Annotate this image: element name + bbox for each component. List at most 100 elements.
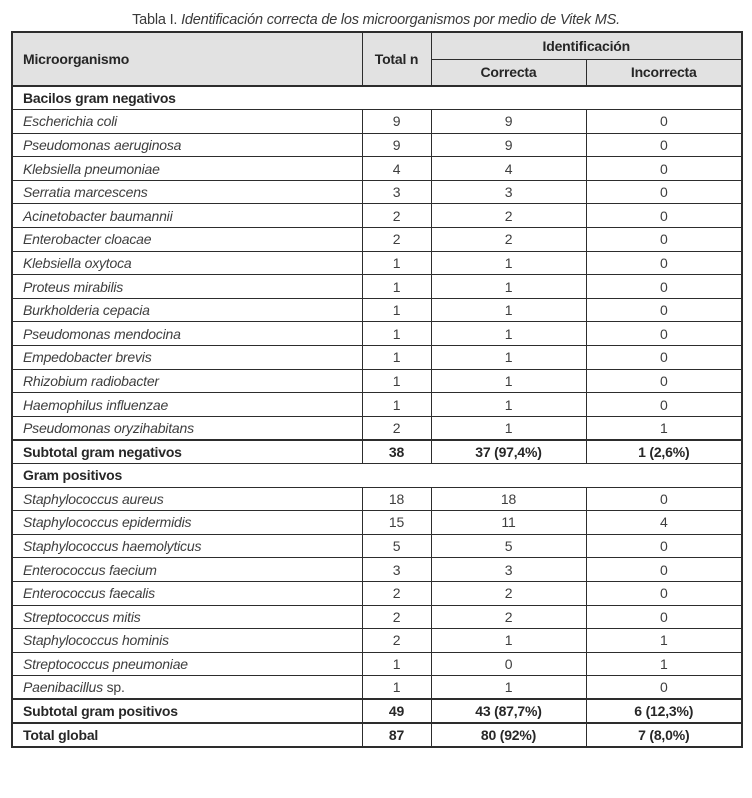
microorganism-name: Staphylococcus epidermidis (11, 510, 363, 535)
table-row: Staphylococcus aureus 18 18 0 (11, 486, 743, 512)
cell-incorrecta: 4 (585, 510, 743, 535)
cell-incorrecta: 0 (585, 486, 743, 512)
section-row: Bacilos gram negativos (11, 85, 743, 111)
table-row: Escherichia coli 9 9 0 (11, 109, 743, 134)
cell-incorrecta: 0 (585, 345, 743, 370)
microorganism-name-text: Acinetobacter baumannii (23, 207, 173, 224)
table-row: Total global 87 80 (92%) 7 (8,0%) (11, 722, 743, 748)
header-row-top: Microorganismo Total n Identificación (11, 31, 743, 87)
cell-total-n: 5 (361, 533, 432, 559)
microorganism-name-text: Staphylococcus epidermidis (23, 514, 192, 531)
cell-incorrecta: 0 (585, 274, 743, 299)
cell-incorrecta: 0 (585, 392, 743, 417)
table-row: Empedobacter brevis 1 1 0 (11, 345, 743, 370)
microorganism-name: Paenibacillus sp. (11, 675, 363, 700)
cell-total-n: 38 (361, 438, 432, 464)
cell-total-n: 1 (361, 297, 432, 323)
microorganism-name-text: Staphylococcus hominis (23, 632, 169, 649)
microorganism-name: Pseudomonas oryzihabitans (11, 415, 363, 441)
microorganism-name-text: Streptococcus mitis (23, 608, 141, 625)
microorganism-name-text: Streptococcus pneumoniae (23, 656, 188, 673)
table-caption: Tabla I. Identificación correcta de los … (0, 0, 752, 31)
cell-total-n: 2 (361, 203, 432, 229)
cell-correcta: 1 (430, 675, 587, 700)
table-row: Enterococcus faecalis 2 2 0 (11, 580, 743, 606)
section-label: Bacilos gram negativos (11, 85, 743, 111)
cell-incorrecta: 0 (585, 675, 743, 700)
cell-correcta: 2 (430, 203, 587, 229)
cell-total-n: 3 (361, 179, 432, 205)
cell-total-n: 1 (361, 321, 432, 347)
microorganism-name-text: Enterococcus faecium (23, 561, 157, 578)
microorganism-name-text: Empedobacter brevis (23, 349, 152, 366)
microorganism-name: Klebsiella oxytoca (11, 250, 363, 276)
microorganism-name: Proteus mirabilis (11, 274, 363, 299)
microorganism-name-text: Serratia marcescens (23, 184, 148, 201)
microorganism-name-text: Haemophilus influenzae (23, 396, 169, 413)
microorganism-name: Escherichia coli (11, 109, 363, 134)
microorganism-name-text: Staphylococcus aureus (23, 490, 164, 507)
cell-incorrecta: 0 (585, 179, 743, 205)
cell-total-n: 2 (361, 415, 432, 441)
cell-incorrecta: 0 (585, 109, 743, 134)
cell-incorrecta: 0 (585, 368, 743, 394)
microorganism-name: Haemophilus influenzae (11, 392, 363, 417)
cell-correcta: 37 (97,4%) (430, 438, 587, 464)
microorganism-name-text: Staphylococcus haemolyticus (23, 538, 202, 555)
table-row: Staphylococcus epidermidis 15 11 4 (11, 510, 743, 535)
header-microorganismo: Microorganismo (11, 31, 363, 87)
cell-correcta: 18 (430, 486, 587, 512)
microorganism-name: Streptococcus mitis (11, 604, 363, 630)
table-header: Microorganismo Total n Identificación Co… (11, 31, 743, 87)
cell-correcta: 1 (430, 368, 587, 394)
microorganism-name: Staphylococcus haemolyticus (11, 533, 363, 559)
cell-correcta: 4 (430, 156, 587, 181)
cell-correcta: 1 (430, 274, 587, 299)
microorganism-name-text: Subtotal gram positivos (23, 703, 178, 720)
cell-incorrecta: 0 (585, 580, 743, 606)
cell-incorrecta: 0 (585, 533, 743, 559)
cell-correcta: 1 (430, 415, 587, 441)
microorganism-name: Enterococcus faecalis (11, 580, 363, 606)
cell-correcta: 1 (430, 628, 587, 653)
table-row: Paenibacillus sp. 1 1 0 (11, 675, 743, 700)
microorganism-name-text: Paenibacillus (23, 679, 103, 696)
header-identificacion: Identificación (430, 31, 743, 60)
table-row: Acinetobacter baumannii 2 2 0 (11, 203, 743, 229)
cell-correcta: 1 (430, 250, 587, 276)
cell-correcta: 3 (430, 179, 587, 205)
cell-incorrecta: 7 (8,0%) (585, 722, 743, 748)
table-caption-title: Identificación correcta de los microorga… (181, 12, 620, 28)
cell-incorrecta: 0 (585, 227, 743, 252)
microorganism-name-text: Burkholderia cepacia (23, 302, 150, 319)
table-row: Subtotal gram positivos 49 43 (87,7%) 6 (12… (11, 698, 743, 724)
cell-incorrecta: 1 (585, 651, 743, 677)
table-row: Klebsiella pneumoniae 4 4 0 (11, 156, 743, 181)
cell-correcta: 2 (430, 604, 587, 630)
cell-total-n: 49 (361, 698, 432, 724)
cell-correcta: 1 (430, 345, 587, 370)
cell-incorrecta: 6 (12,3%) (585, 698, 743, 724)
microorganism-name: Pseudomonas aeruginosa (11, 132, 363, 158)
table-row: Burkholderia cepacia 1 1 0 (11, 297, 743, 323)
header-correcta: Correcta (430, 58, 587, 87)
cell-incorrecta: 0 (585, 156, 743, 181)
cell-incorrecta: 0 (585, 250, 743, 276)
cell-incorrecta: 1 (585, 628, 743, 653)
cell-incorrecta: 1 (585, 415, 743, 441)
cell-total-n: 1 (361, 675, 432, 700)
cell-total-n: 1 (361, 345, 432, 370)
cell-correcta: 1 (430, 392, 587, 417)
microorganism-name-suffix: sp. (102, 679, 125, 696)
table-body: Bacilos gram negativos Escherichia coli 9 9… (11, 85, 743, 748)
cell-correcta: 9 (430, 132, 587, 158)
cell-total-n: 4 (361, 156, 432, 181)
cell-incorrecta: 0 (585, 321, 743, 347)
cell-incorrecta: 0 (585, 557, 743, 582)
cell-correcta: 5 (430, 533, 587, 559)
microorganism-name: Subtotal gram negativos (11, 438, 363, 464)
cell-total-n: 87 (361, 722, 432, 748)
cell-incorrecta: 0 (585, 203, 743, 229)
cell-incorrecta: 0 (585, 604, 743, 630)
cell-correcta: 11 (430, 510, 587, 535)
